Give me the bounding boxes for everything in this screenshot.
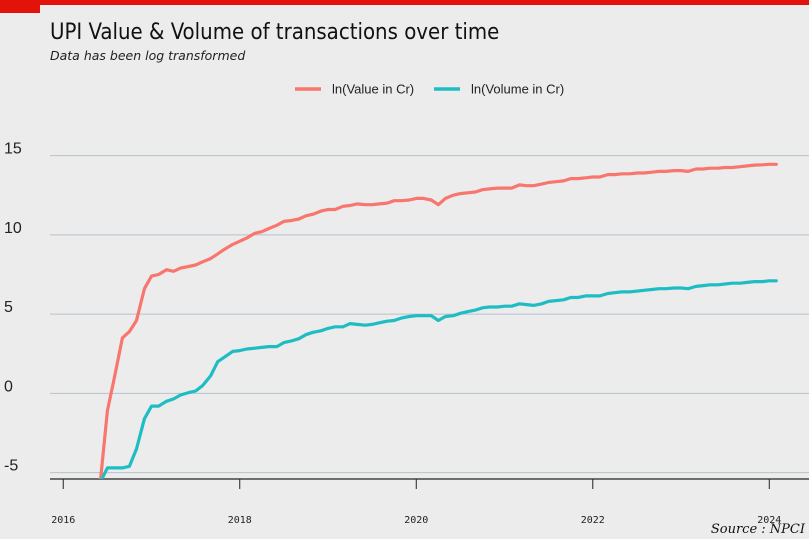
x-tick-label: 2016: [51, 515, 75, 526]
legend-label: ln(Volume in Cr): [471, 82, 564, 97]
y-tick-label: 5: [4, 299, 13, 316]
y-tick-label: 15: [4, 141, 22, 158]
series-line-value: [99, 162, 778, 479]
x-tick-label: 2018: [228, 515, 252, 526]
accent-bar: [0, 0, 809, 5]
source-note: Source : NPCI: [710, 522, 805, 537]
x-tick-label: 2020: [404, 515, 428, 526]
legend-label: ln(Value in Cr): [332, 82, 414, 97]
chart-title: UPI Value & Volume of transactions over …: [50, 20, 500, 45]
series-line-volume: [100, 279, 778, 479]
axes: 15 10 5 0 -5 2016 2018 2020 2022 2024: [4, 141, 809, 526]
y-tick-label: -5: [4, 458, 18, 475]
legend: ln(Value in Cr) ln(Volume in Cr): [295, 82, 564, 97]
accent-tab: [0, 0, 40, 13]
chart-subtitle: Data has been log transformed: [50, 48, 246, 63]
y-tick-label: 0: [4, 378, 13, 395]
series-lines: [99, 162, 778, 479]
y-tick-label: 10: [4, 220, 22, 237]
x-tick-label: 2022: [581, 515, 605, 526]
x-tick-label: 2024: [757, 515, 781, 526]
